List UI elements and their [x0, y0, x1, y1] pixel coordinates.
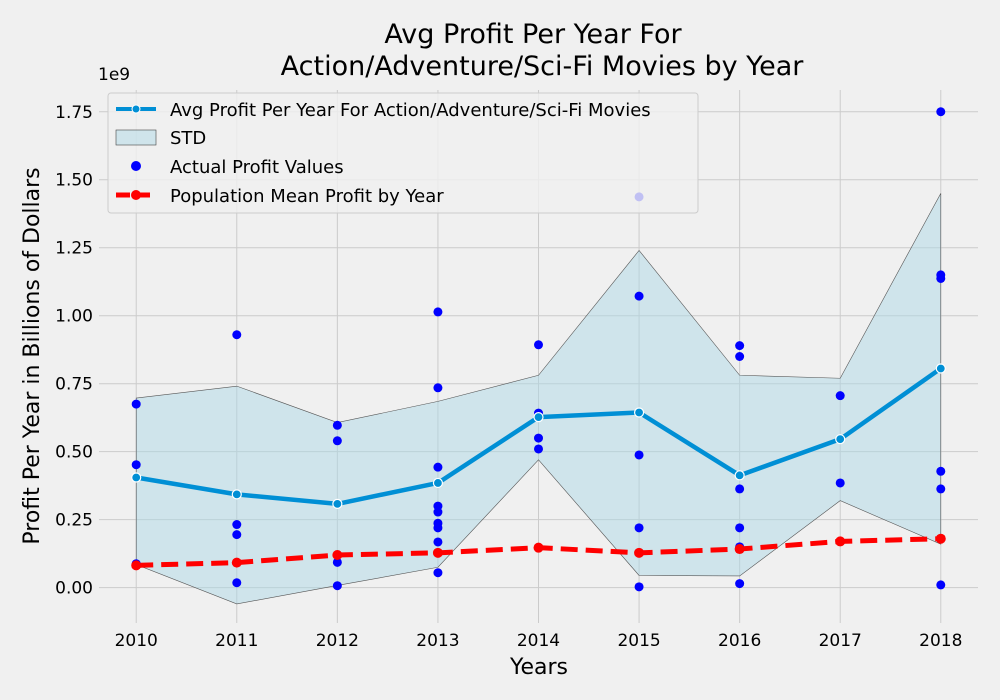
y-tick-label: 1.25: [55, 239, 93, 259]
chart-title-line2: Action/Adventure/Sci-Fi Movies by Year: [281, 51, 805, 82]
actual-profit-point: [433, 307, 443, 317]
actual-profit-point: [835, 391, 845, 401]
actual-profit-point: [332, 557, 342, 567]
avg-profit-marker: [633, 407, 645, 418]
actual-profit-point: [735, 352, 745, 361]
legend-swatch-std: [115, 129, 157, 146]
y-tick-label: 0.50: [55, 443, 93, 463]
actual-profit-point: [332, 581, 342, 591]
actual-profit-point: [735, 341, 745, 351]
avg-profit-marker: [935, 363, 946, 374]
y-tick-label: 0.00: [55, 579, 93, 599]
population-mean-marker: [131, 560, 142, 571]
avg-profit-marker: [231, 489, 242, 500]
actual-profit-point: [433, 523, 443, 533]
avg-profit-marker: [432, 477, 444, 489]
y-tick-label: 1.50: [55, 171, 93, 191]
actual-profit-point: [131, 399, 141, 409]
x-tick-label: 2010: [115, 631, 158, 651]
actual-profit-point: [735, 484, 745, 494]
x-axis-label: Years: [509, 655, 568, 680]
x-tick-label: 2012: [316, 631, 359, 651]
x-tick-label: 2013: [416, 631, 459, 651]
avg-profit-marker: [131, 472, 142, 483]
actual-profit-point: [433, 537, 443, 547]
chart-title-line1: Avg Profit Per Year For: [384, 19, 682, 50]
x-tick-label: 2018: [919, 631, 962, 651]
x-tick-label: 2011: [215, 631, 258, 651]
population-mean-marker: [231, 557, 242, 568]
actual-profit-point: [936, 107, 946, 117]
x-tick-label: 2017: [819, 631, 862, 651]
actual-profit-point: [232, 578, 242, 588]
x-tick-labels: 2010 2011 2012 2013 2014 2015 2016 2017 2018: [115, 631, 963, 651]
population-mean-marker: [935, 533, 946, 544]
actual-profit-point: [936, 484, 946, 494]
actual-profit-point: [433, 383, 443, 393]
actual-profit-point: [534, 444, 543, 454]
actual-profit-point: [936, 273, 946, 283]
actual-profit-point: [634, 450, 644, 460]
y-tick-label: 1.75: [55, 103, 93, 123]
actual-profit-point: [534, 433, 543, 443]
legend-frame: [107, 92, 699, 214]
actual-profit-point: [735, 579, 745, 589]
avg-profit-marker: [835, 434, 846, 445]
population-mean-marker: [432, 547, 443, 558]
legend: Avg Profit Per Year For Action/Adventure…: [107, 92, 699, 214]
population-mean-marker: [332, 550, 343, 561]
actual-profit-point: [232, 530, 242, 540]
actual-profit-point: [634, 291, 644, 301]
population-mean-marker: [734, 544, 745, 555]
actual-profit-point: [433, 462, 443, 472]
actual-profit-point: [232, 520, 242, 530]
population-mean-marker: [835, 536, 846, 547]
actual-profit-point: [634, 523, 644, 533]
y-tick-labels: 0.00 0.25 0.50 0.75 1.00 1.25 1.50 1.75: [55, 103, 93, 599]
y-offset-label: 1e9: [98, 65, 130, 85]
avg-profit-marker: [332, 498, 343, 509]
population-mean-marker: [533, 542, 544, 553]
x-tick-label: 2014: [517, 631, 560, 651]
y-tick-label: 0.25: [55, 511, 93, 531]
actual-profit-point: [433, 507, 443, 517]
markers-layer: [131, 363, 946, 571]
actual-profit-point: [835, 478, 845, 488]
y-axis-label: Profit Per Year in Billions of Dollars: [20, 167, 45, 544]
legend-marker-avg: [131, 104, 141, 114]
y-tick-label: 0.75: [55, 375, 93, 395]
x-tick-label: 2015: [617, 631, 660, 651]
legend-label-mean: Population Mean Profit by Year: [170, 186, 444, 207]
actual-profit-point: [534, 340, 543, 350]
actual-profit-point: [634, 582, 644, 592]
legend-label-avg: Avg Profit Per Year For Action/Adventure…: [170, 100, 651, 121]
avg-profit-marker: [734, 470, 745, 481]
actual-profit-point: [332, 436, 342, 446]
actual-profit-point: [735, 523, 745, 533]
actual-profit-point: [936, 580, 946, 590]
actual-profit-point: [936, 466, 946, 476]
legend-marker-actual: [131, 161, 141, 171]
legend-label-std: STD: [170, 128, 206, 149]
actual-profit-point: [131, 460, 141, 470]
population-mean-marker: [634, 547, 645, 558]
avg-profit-marker: [533, 412, 544, 423]
actual-profit-point: [433, 568, 443, 578]
legend-label-actual: Actual Profit Values: [170, 157, 344, 178]
actual-profit-point: [232, 330, 242, 340]
y-tick-label: 1.00: [55, 307, 93, 327]
legend-marker-mean: [131, 190, 141, 200]
x-tick-label: 2016: [718, 631, 761, 651]
actual-profit-point: [332, 420, 342, 430]
